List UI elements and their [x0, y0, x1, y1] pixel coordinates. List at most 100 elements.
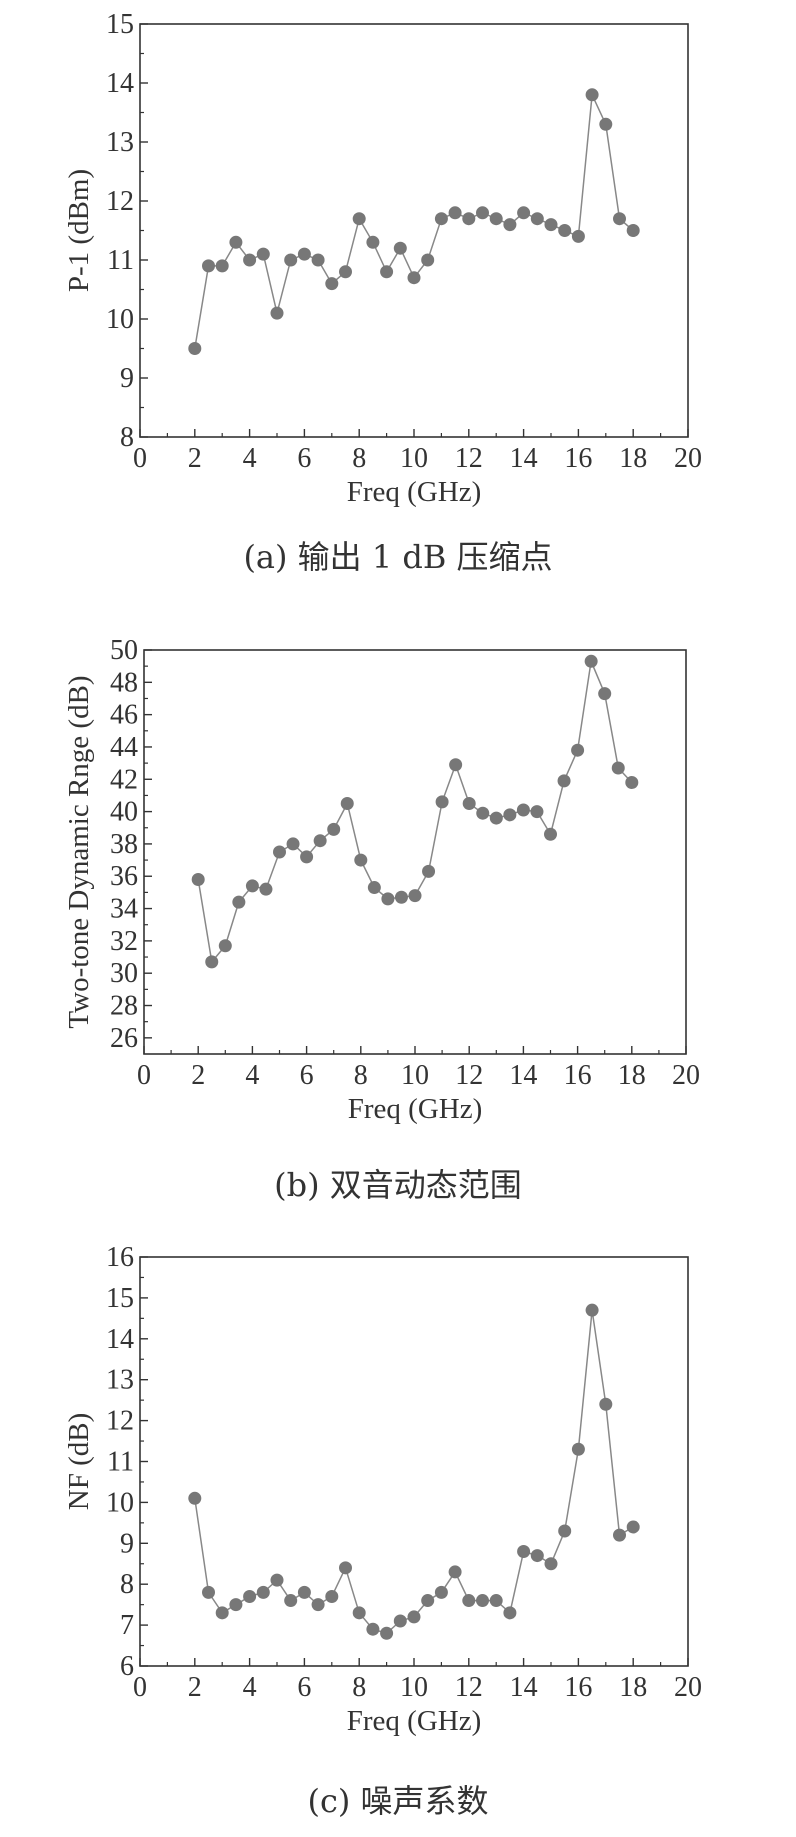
panel-b-data-point [327, 822, 341, 836]
panel-c-data-point [585, 1303, 599, 1317]
panel-b-x-tick-label: 0 [137, 1060, 151, 1091]
panel-b-data-point [516, 803, 530, 817]
panel-a-x-tick-label: 0 [133, 443, 147, 474]
panel-c-data-point [613, 1528, 626, 1542]
panel-a-data-point [393, 241, 407, 255]
panel-b-data-point [584, 654, 598, 668]
panel-c-data-point [489, 1594, 503, 1608]
panel-b-marks: 0 2 4 6 8 10 12 14 16 18 2026283032343638404244464… [63, 635, 700, 1125]
panel-a-data-point [352, 212, 366, 226]
panel-a-plot-frame [139, 23, 689, 438]
panel-b-data-point [286, 837, 300, 851]
panel-b-y-tick-label: 46 [110, 700, 138, 731]
panel-c-x-tick-label: 10 [400, 1672, 428, 1703]
panel-b-y-tick-label: 36 [110, 861, 138, 892]
panel-b-y-tick-label: 32 [110, 926, 138, 957]
panel-a-data-point [448, 206, 462, 220]
panel-b-data-point [435, 795, 449, 809]
panel-b-data-point [625, 776, 639, 790]
panel-b-data-point [300, 850, 314, 864]
panel-a-x-tick-label: 20 [674, 443, 702, 474]
panel-b-x-tick-label: 14 [509, 1060, 537, 1091]
panel-c-data-point [393, 1614, 407, 1628]
panel-c-x-tick-label: 18 [619, 1672, 647, 1703]
panel-a-data-point [188, 342, 202, 355]
panel-c-data-point [530, 1549, 544, 1563]
panel-c-y-tick-label: 6 [120, 1651, 134, 1682]
panel-a-x-tick-label: 4 [243, 443, 257, 474]
panel-b-data-point [408, 889, 422, 903]
panel-a-data-point [599, 117, 613, 131]
panel-a-x-tick-label: 10 [400, 443, 428, 474]
panel-b-caption: (b) 双音动态范围 [274, 1166, 522, 1204]
panel-b-x-tick-label: 16 [564, 1060, 592, 1091]
panel-a-data-point [626, 224, 640, 237]
panel-b-y-axis-title: Two-tone Dynamic Rnge (dB) [63, 675, 95, 1028]
panel-c-y-tick-label: 9 [120, 1528, 134, 1559]
panel-a-y-tick-label: 9 [120, 363, 134, 394]
panel-c: 0 2 4 6 8 10 12 14 16 18 20 6 7 8 9 10 11 12 13 14 15 16 Freq … [63, 1242, 702, 1820]
panel-b-data-point [611, 761, 625, 775]
panel-c-data-point [503, 1606, 517, 1620]
panel-b-data-point [530, 805, 544, 819]
panel-c-data-point [571, 1442, 585, 1456]
panel-b-y-tick-label: 34 [110, 894, 138, 925]
panel-c-data-point [366, 1622, 380, 1636]
panel-b-data-point [489, 811, 503, 825]
panel-c-y-tick-label: 8 [120, 1569, 134, 1600]
panel-b-y-tick-label: 30 [110, 958, 138, 989]
panel-c-y-tick-label: 13 [106, 1365, 134, 1396]
panel-b-y-tick-label: 50 [110, 635, 138, 666]
panel-a-data-point [380, 265, 394, 279]
panel-a-data-point [215, 259, 229, 273]
panel-b-data-point [205, 955, 219, 969]
panel-b-data-point [394, 890, 408, 904]
panel-b-y-tick-label: 28 [110, 991, 138, 1022]
panel-c-y-tick-label: 7 [120, 1610, 134, 1641]
panel-b-data-point [503, 808, 517, 822]
panel-b-x-tick-label: 2 [191, 1060, 205, 1091]
panel-c-x-tick-label: 8 [352, 1672, 366, 1703]
panel-c-x-axis-title: Freq (GHz) [347, 1705, 481, 1737]
panel-b-y-tick-label: 44 [110, 732, 138, 763]
panel-b-y-tick-label: 38 [110, 829, 138, 860]
panel-a-data-point [517, 206, 531, 220]
panel-c-y-tick-label: 14 [106, 1324, 134, 1355]
panel-c-data-point [339, 1561, 352, 1575]
panel-b-data-point [381, 892, 395, 906]
panel-b-data-point [544, 827, 557, 841]
panel-a-x-tick-label: 16 [564, 443, 592, 474]
panel-c-x-tick-label: 12 [455, 1672, 483, 1703]
panel-b-data-point [313, 834, 327, 848]
panel-a-y-axis-title: P-1 (dBm) [63, 169, 95, 292]
panel-b-data-point [273, 845, 286, 859]
panel-c-data-point [188, 1491, 202, 1505]
panel-a-data-point [476, 206, 489, 220]
panel-a-data-point [297, 247, 311, 261]
panel-c-data-point [421, 1594, 435, 1608]
panel-b-x-tick-label: 4 [245, 1060, 259, 1091]
panel-c-x-tick-label: 14 [510, 1672, 538, 1703]
panel-c-data-point [243, 1589, 257, 1603]
panel-c-data-point [434, 1585, 448, 1599]
panel-a-x-tick-label: 12 [455, 443, 483, 474]
panel-a-data-point [613, 212, 626, 226]
panel-a-x-tick-label: 8 [352, 443, 366, 474]
panel-b-y-tick-label: 26 [110, 1023, 138, 1054]
panel-a-y-tick-label: 8 [120, 422, 134, 453]
panel-a-x-tick-label: 2 [188, 443, 202, 474]
panel-b-x-tick-label: 10 [401, 1060, 429, 1091]
panel-a-data-point [366, 235, 380, 249]
panel-a-data-point [503, 218, 517, 232]
panel-c-data-point [626, 1520, 640, 1534]
panel-b-data-point [232, 895, 246, 909]
panel-b-y-tick-label: 42 [110, 764, 138, 795]
panel-c-data-point [448, 1565, 462, 1579]
panel-c-data-point [297, 1585, 311, 1599]
panel-c-data-point [270, 1573, 284, 1587]
panel-c-x-tick-label: 6 [297, 1672, 311, 1703]
panel-a-data-point [284, 253, 298, 267]
panel-a-y-tick-label: 12 [106, 186, 134, 217]
panel-a-marks: 0 2 4 6 8 10 12 14 16 18 20 8 9 10 11 12 13 14 15 Freq (GHz… [63, 9, 702, 508]
panel-a-data-point [434, 212, 448, 226]
